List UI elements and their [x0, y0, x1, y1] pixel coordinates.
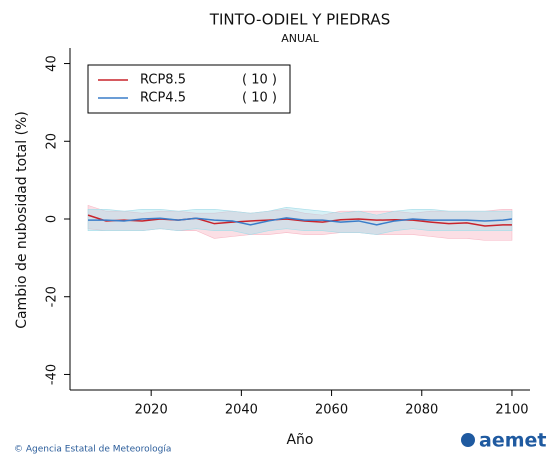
- legend-label: RCP4.5: [140, 91, 186, 106]
- logo-icon: [461, 433, 475, 447]
- chart-title: TINTO-ODIEL Y PIEDRAS: [209, 11, 390, 29]
- x-axis-label: Año: [286, 432, 313, 448]
- y-axis-label: Cambio de nubosidad total (%): [14, 111, 30, 329]
- y-tick-label: -20: [45, 286, 60, 307]
- x-tick-label: 2060: [315, 403, 348, 418]
- x-tick-label: 2100: [495, 403, 528, 418]
- logo: aemet: [461, 430, 546, 452]
- legend-note: ( 10 ): [242, 73, 277, 88]
- credit: © Agencia Estatal de Meteorología: [14, 445, 171, 455]
- series-line: [88, 217, 513, 226]
- y-tick-label: 0: [45, 215, 60, 223]
- y-tick-label: -40: [45, 364, 60, 385]
- logo-text: aemet: [479, 430, 546, 452]
- x-tick-label: 2080: [405, 403, 438, 418]
- x-tick-label: 2040: [225, 403, 258, 418]
- legend-box: [87, 64, 291, 114]
- series-line: [87, 214, 512, 227]
- y-tick-label: 40: [45, 55, 60, 72]
- x-tick-label: 2020: [135, 403, 168, 418]
- chart-subtitle: ANUAL: [281, 32, 319, 45]
- legend-note: ( 10 ): [242, 91, 277, 106]
- legend-label: RCP8.5: [140, 73, 186, 88]
- y-tick-label: 20: [45, 133, 60, 150]
